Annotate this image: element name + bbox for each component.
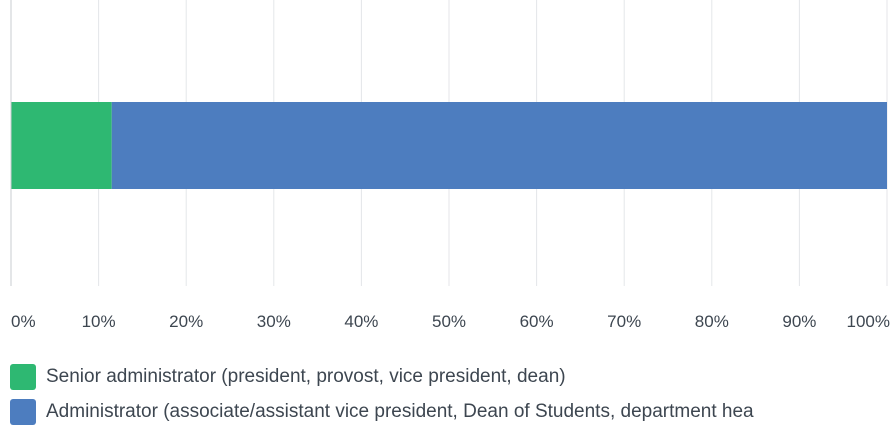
x-tick-label-80: 80%	[695, 312, 729, 331]
legend-item-administrator: Administrator (associate/assistant vice …	[10, 397, 894, 427]
x-tick-label-60: 60%	[520, 312, 554, 331]
x-tick-label-100: 100%	[847, 312, 890, 331]
legend-swatch-senior-administrator	[10, 364, 36, 390]
x-tick-label-70: 70%	[607, 312, 641, 331]
stacked-bar-chart: 0% 10% 20% 30% 40% 50% 60% 70% 80% 90% 100%	[10, 0, 890, 331]
x-tick-label-90: 90%	[782, 312, 816, 331]
x-tick-label-40: 40%	[344, 312, 378, 331]
bar-segments	[11, 102, 888, 189]
x-tick-label-30: 30%	[257, 312, 291, 331]
bar-segment-0	[11, 102, 112, 189]
legend-swatch-administrator	[10, 399, 36, 425]
legend: Senior administrator (president, provost…	[10, 362, 894, 432]
legend-item-senior-administrator: Senior administrator (president, provost…	[10, 362, 894, 392]
x-tick-label-0: 0%	[11, 312, 36, 331]
x-tick-label-20: 20%	[169, 312, 203, 331]
x-tick-label-50: 50%	[432, 312, 466, 331]
legend-label-administrator: Administrator (associate/assistant vice …	[46, 401, 754, 422]
x-axis-tick-labels: 0% 10% 20% 30% 40% 50% 60% 70% 80% 90% 100%	[11, 312, 890, 331]
legend-label-senior-administrator: Senior administrator (president, provost…	[46, 366, 566, 387]
x-tick-label-10: 10%	[82, 312, 116, 331]
bar-segment-1	[111, 102, 888, 189]
